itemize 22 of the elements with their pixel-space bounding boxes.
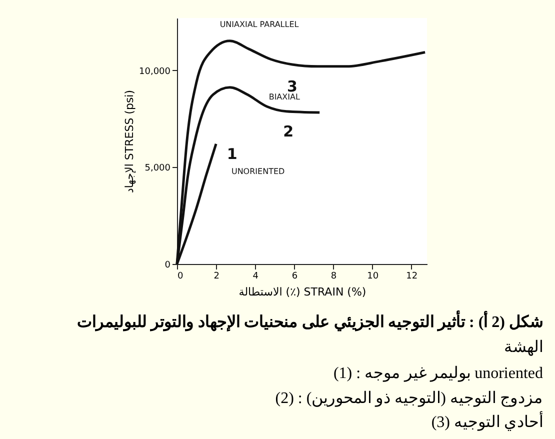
y-tick-label: 5,000: [144, 164, 171, 174]
text: (2) : مزدوج التوجيه (التوجيه ذو المحورين): [275, 390, 543, 407]
text: الهشة: [504, 339, 543, 356]
series-label: UNIAXIAL PARALLEL: [220, 20, 300, 30]
x-tick-label: 12: [406, 272, 418, 282]
text: (1) : بوليمر غير موجه unoriented: [333, 365, 543, 382]
x-tick-label: 8: [330, 272, 337, 282]
annotation: 1: [226, 144, 238, 163]
text: شكل (2 أ) : تأثير التوجيه الجزيئي على منحنيات الإجهاد والتوتر للبوليمرات: [77, 309, 543, 332]
x-tick-label: 6: [292, 272, 298, 282]
x-tick-label: 4: [252, 272, 259, 282]
series-label: BIAXIAL: [268, 92, 300, 102]
y-tick-label: 0: [164, 260, 171, 270]
annotation: 2: [283, 122, 294, 140]
x-axis-title: الاستطالة (٪) STRAIN (%): [238, 286, 366, 298]
y-axis-title: الإجهاد STRESS (psi): [123, 90, 136, 194]
x-tick-label: 2: [214, 272, 220, 282]
text: (3) أحادي التوجيه: [431, 411, 543, 431]
x-tick-label: 10: [367, 272, 379, 282]
x-tick-label: 0: [178, 272, 184, 282]
text: UNORIENTED: [231, 166, 285, 176]
y-tick-label: 10,000: [139, 66, 171, 77]
